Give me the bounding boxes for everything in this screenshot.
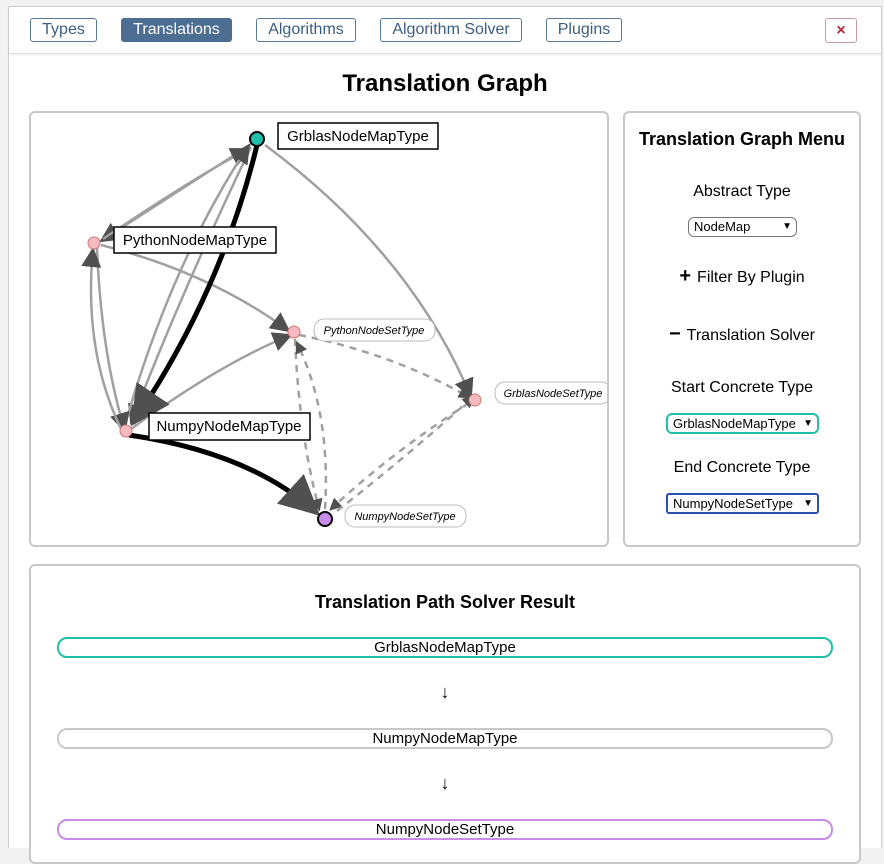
menu-title: Translation Graph Menu (638, 129, 846, 149)
start-concrete-type-select[interactable]: GrblasNodeMapType ▼ (666, 413, 819, 434)
path-step-end: NumpyNodeSetType (57, 819, 833, 840)
edge-grblasmap-grblasset (264, 143, 474, 399)
label-numpy-node-map: NumpyNodeMapType (156, 418, 301, 435)
start-concrete-type-value: GrblasNodeMapType (673, 416, 796, 431)
end-concrete-type-select[interactable]: NumpyNodeSetType ▼ (666, 493, 819, 514)
abstract-type-label: Abstract Type (693, 183, 791, 200)
edge-numpymap-pythonmap (81, 247, 125, 434)
node-numpy-node-map (119, 424, 133, 438)
filter-by-plugin-toggle[interactable]: + Filter By Plugin (625, 265, 859, 288)
filter-by-plugin-label: Filter By Plugin (697, 269, 805, 286)
node-grblas-node-set (468, 393, 482, 407)
page-title: Translation Graph (342, 70, 548, 97)
edge-grblasmap-numpymap-1 (128, 146, 253, 425)
node-grblas-node-map (249, 131, 265, 147)
down-arrow-icon: ↓ (440, 682, 450, 702)
edge-numpyset-grblasset (336, 395, 475, 512)
tab-translations[interactable]: Translations (121, 18, 232, 42)
edge-pythonset-grblasset (298, 333, 472, 399)
label-grblas-node-map: GrblasNodeMapType (287, 128, 429, 145)
tab-types[interactable]: Types (30, 18, 97, 42)
translation-graph-menu: Translation Graph Menu Abstract Type Nod… (623, 111, 861, 547)
node-python-node-map (87, 236, 101, 250)
close-button[interactable]: × (825, 18, 857, 43)
path-step-middle: NumpyNodeMapType (57, 728, 833, 749)
path-edge-grblasmap-numpymap (130, 144, 260, 427)
plus-icon: + (679, 265, 692, 287)
node-python-node-set (287, 325, 301, 339)
translation-solver-label: Translation Solver (686, 327, 816, 344)
abstract-type-value: NodeMap (694, 219, 751, 234)
translation-solver-toggle[interactable]: − Translation Solver (625, 323, 859, 346)
top-nav-bar: Types Translations Algorithms Algorithm … (9, 7, 881, 54)
down-arrow-icon: ↓ (440, 773, 450, 793)
end-concrete-type-label: End Concrete Type (673, 459, 811, 476)
translation-graph[interactable]: GrblasNodeMapType PythonNodeMapType Nump… (31, 113, 607, 545)
start-concrete-type-label: Start Concrete Type (671, 379, 813, 396)
end-concrete-type-value: NumpyNodeSetType (673, 496, 793, 511)
abstract-type-select[interactable]: NodeMap ▼ (688, 217, 797, 237)
translation-path-result-panel: Translation Path Solver Result GrblasNod… (29, 564, 861, 864)
tab-plugins[interactable]: Plugins (546, 18, 622, 42)
label-grblas-node-set: GrblasNodeSetType (504, 388, 603, 400)
chevron-down-icon: ▼ (803, 418, 813, 429)
chevron-down-icon: ▼ (803, 498, 813, 509)
result-title: Translation Path Solver Result (314, 592, 576, 612)
tab-algorithm-solver[interactable]: Algorithm Solver (380, 18, 522, 42)
chevron-down-icon: ▼ (782, 221, 792, 232)
minus-icon: − (668, 323, 681, 345)
tab-algorithms[interactable]: Algorithms (256, 18, 356, 42)
app-frame: Types Translations Algorithms Algorithm … (8, 6, 882, 864)
label-python-node-map: PythonNodeMapType (123, 232, 267, 249)
node-numpy-node-set (317, 511, 333, 527)
edge-pythonmap-numpymap (95, 246, 130, 433)
label-python-node-set: PythonNodeSetType (324, 325, 425, 337)
path-step-start: GrblasNodeMapType (57, 637, 833, 658)
translation-graph-panel: GrblasNodeMapType PythonNodeMapType Nump… (29, 111, 609, 547)
label-numpy-node-set: NumpyNodeSetType (354, 511, 455, 523)
path-edge-numpymap-numpyset (128, 432, 320, 516)
